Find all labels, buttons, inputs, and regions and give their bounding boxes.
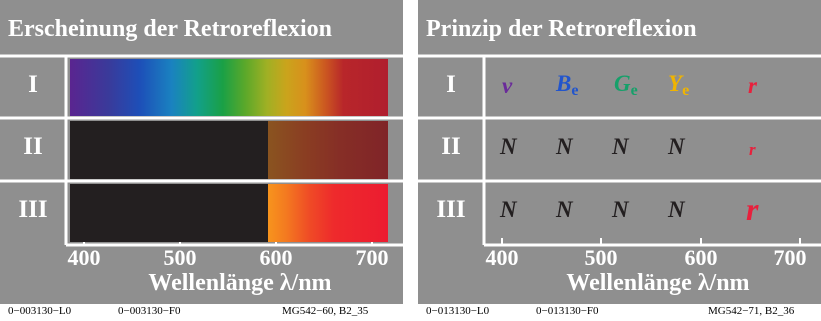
footer-code-1: 0−013130−L0: [426, 305, 490, 317]
footer-code-2: 0−003130−F0: [118, 305, 181, 317]
symbol-n-row-3-2: N: [556, 197, 573, 222]
symbol-n-row-2-3: N: [612, 134, 629, 159]
footer-code-3: MG542−60, B2_35: [282, 305, 369, 317]
row-label-1: I: [446, 71, 456, 98]
symbol-n-row-3-4: N: [668, 197, 685, 222]
symbol-n-row-3-1: N: [500, 197, 517, 222]
symbol-r-row-3: r: [746, 191, 759, 227]
tick-label-600: 600: [259, 245, 293, 270]
symbol-r-row-2: r: [749, 140, 756, 159]
left-panel-graphic: [0, 0, 403, 304]
dim-red-band-row-2: [268, 121, 388, 179]
symbol-n-row-2-4: N: [668, 134, 685, 159]
symbol-y-subscript: e: [682, 82, 690, 99]
dark-band-row-2: [70, 121, 268, 179]
tick-label-400: 400: [67, 245, 101, 270]
symbol-b-letter: B: [556, 71, 572, 96]
dark-band-row-3: [70, 184, 268, 242]
right-panel: Prinzip der Retroreflexion I II III v Be…: [418, 0, 821, 321]
symbol-n-row-3-3: N: [612, 197, 629, 222]
symbol-g-subscript: e: [630, 82, 638, 99]
left-panel-title: Erscheinung der Retroreflexion: [8, 16, 332, 42]
row-label-3: III: [18, 196, 48, 223]
symbol-y-e: Ye: [668, 71, 689, 100]
footer-code-3: MG542−71, B2_36: [708, 305, 795, 317]
row-label-2: II: [23, 133, 43, 160]
symbol-v: v: [502, 73, 513, 98]
symbol-b-subscript: e: [571, 82, 579, 99]
tick-label-500: 500: [163, 245, 197, 270]
left-panel: Erscheinung der Retroreflexion I II III …: [0, 0, 403, 321]
symbol-n-row-2-2: N: [556, 134, 573, 159]
right-panel-title: Prinzip der Retroreflexion: [426, 16, 697, 42]
symbol-g-e: Ge: [614, 71, 638, 100]
x-axis-title: Wellenlänge λ/nm: [566, 270, 750, 296]
symbol-r-row-1: r: [748, 73, 757, 98]
tick-label-400: 400: [485, 245, 519, 270]
symbol-y-letter: Y: [668, 71, 683, 96]
x-axis-title: Wellenlänge λ/nm: [148, 270, 332, 296]
bright-red-band-row-3: [268, 184, 388, 242]
footer-code-1: 0−003130−L0: [8, 305, 72, 317]
tick-label-500: 500: [584, 245, 618, 270]
symbol-b-e: Be: [556, 71, 578, 100]
symbol-n-row-2-1: N: [500, 134, 517, 159]
spectrum-row-1: [70, 59, 388, 116]
tick-label-700: 700: [355, 245, 389, 270]
row-label-1: I: [28, 71, 38, 98]
row-label-2: II: [441, 133, 461, 160]
symbol-g-letter: G: [614, 71, 631, 96]
footer-code-2: 0−013130−F0: [536, 305, 599, 317]
row-label-3: III: [436, 196, 466, 223]
tick-label-600: 600: [684, 245, 718, 270]
right-panel-graphic: [418, 0, 821, 304]
tick-label-700: 700: [773, 245, 807, 270]
